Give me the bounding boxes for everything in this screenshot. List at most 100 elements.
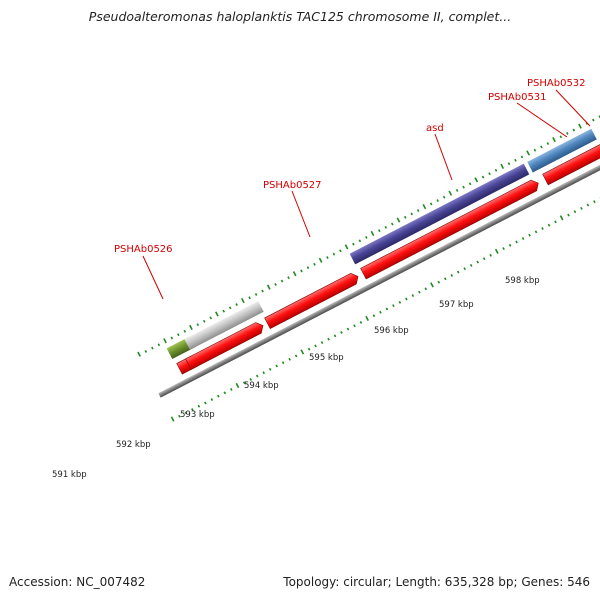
outer-tick [287, 276, 290, 280]
outer-tick [137, 351, 141, 357]
scale-tick [372, 314, 376, 318]
map-title: Pseudoalteromonas haloplanktis TAC125 ch… [88, 9, 512, 24]
scale-tick [191, 408, 194, 412]
scale-tick [184, 411, 188, 415]
scale-tick [489, 253, 492, 257]
outer-tick [222, 309, 225, 313]
scale-tick [235, 382, 240, 389]
scale-tick [249, 377, 253, 381]
outer-tick [326, 256, 329, 259]
topology-summary: Topology: circular; Length: 635,328 bp; … [283, 575, 590, 589]
outer-tick [533, 148, 537, 152]
outer-tick [240, 297, 245, 304]
scale-tick [346, 327, 350, 331]
outer-tick [170, 336, 174, 340]
outer-tick [151, 346, 154, 350]
scale-tick [281, 361, 285, 365]
genome-backbone [158, 30, 600, 398]
outer-tick [384, 225, 388, 229]
scale-tick [210, 398, 214, 401]
outer-tick [468, 182, 472, 186]
outer-tick [391, 222, 394, 226]
outer-tick [189, 324, 193, 330]
outer-tick [436, 199, 439, 202]
scale-tick-ruler [170, 196, 600, 422]
outer-tick [448, 190, 453, 196]
outer-tick [318, 257, 323, 263]
scale-tick [567, 213, 570, 217]
outer-tick [235, 303, 238, 306]
scale-tick [340, 331, 343, 334]
gene-feature-steelblue[interactable] [527, 128, 597, 173]
outer-tick [514, 158, 517, 162]
accession-text: Accession: NC_007482 [9, 575, 146, 589]
scale-tick [230, 388, 233, 391]
outer-tick [352, 242, 355, 246]
outer-tick [474, 177, 479, 183]
scale-label: 591 kbp [52, 470, 87, 480]
scale-tick [528, 233, 531, 237]
scale-tick [320, 341, 324, 344]
outer-tick [332, 252, 336, 256]
scale-tick [385, 307, 389, 311]
label-leader-line [555, 89, 591, 127]
scale-tick [242, 381, 246, 385]
gene-feature-red[interactable] [185, 320, 266, 370]
outer-tick [585, 121, 589, 125]
outer-tick [396, 217, 401, 223]
gene-label-pshab0527: PSHAb0527 [263, 180, 322, 191]
gene-feature-gray[interactable] [184, 301, 264, 350]
scale-tick [307, 347, 311, 351]
scale-label: 598 kbp [505, 276, 540, 286]
outer-tick [274, 282, 277, 286]
scale-tick [392, 304, 395, 308]
scale-tick [197, 404, 201, 408]
scale-tick [178, 414, 181, 418]
gene-feature-red[interactable] [542, 140, 600, 186]
outer-tick [344, 244, 349, 250]
scale-label: 597 kbp [439, 300, 474, 310]
scale-tick [541, 227, 544, 230]
scale-tick [443, 277, 447, 281]
scale-tick [573, 210, 577, 214]
outer-tick [177, 333, 180, 337]
scale-tick [534, 230, 538, 234]
outer-tick [455, 189, 459, 192]
outer-tick [546, 142, 550, 145]
gene-feature-purple[interactable] [349, 163, 530, 265]
gene-feature-red[interactable] [264, 271, 361, 330]
outer-tick [540, 145, 543, 149]
outer-tick [403, 215, 407, 219]
outer-tick [248, 296, 251, 300]
scale-tick [476, 260, 479, 264]
outer-tick [494, 168, 498, 172]
outer-tick [592, 118, 595, 122]
outer-tick [416, 209, 420, 213]
scale-tick [424, 287, 428, 291]
outer-tick [144, 350, 148, 353]
scale-tick [170, 416, 175, 422]
outer-tick [261, 289, 264, 293]
scale-tick [314, 344, 317, 348]
outer-tick [442, 195, 446, 199]
outer-tick [378, 229, 381, 233]
scale-tick [494, 248, 499, 254]
scale-tick [580, 206, 583, 210]
gene-label-asd: asd [426, 123, 444, 134]
outer-tick [254, 293, 258, 296]
outer-tick [215, 311, 219, 317]
scale-tick [593, 200, 596, 204]
outer-tick [157, 343, 161, 347]
label-leader-line [516, 102, 568, 138]
scale-tick [515, 240, 518, 244]
gene-feature-red[interactable] [360, 178, 541, 280]
scale-tick [456, 270, 460, 274]
outer-tick [422, 204, 427, 210]
scale-tick [450, 274, 454, 277]
scale-tick [288, 357, 291, 361]
scale-tick [333, 334, 337, 338]
scale-tick [559, 215, 564, 221]
scale-tick [502, 247, 505, 251]
scale-tick [327, 337, 330, 341]
